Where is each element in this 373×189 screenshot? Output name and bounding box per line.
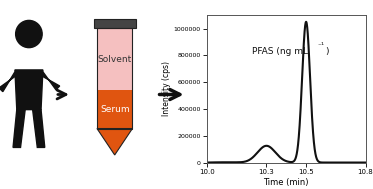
Text: ⁻¹: ⁻¹ [317,41,324,50]
Polygon shape [15,70,43,110]
Y-axis label: Intensity (cps): Intensity (cps) [162,61,171,116]
Text: Solvent: Solvent [98,55,132,64]
Ellipse shape [16,20,42,48]
Bar [94,19,136,28]
Text: Serum: Serum [100,105,129,114]
Polygon shape [33,110,45,147]
X-axis label: Time (min): Time (min) [264,178,309,187]
Polygon shape [43,72,60,90]
Bar [97,28,132,129]
Text: PFAS (ng mL: PFAS (ng mL [252,47,308,56]
Bar [97,91,132,129]
Bar [97,28,132,91]
Polygon shape [0,72,15,92]
Polygon shape [13,110,25,147]
Text: ): ) [325,47,328,56]
Polygon shape [97,129,132,155]
